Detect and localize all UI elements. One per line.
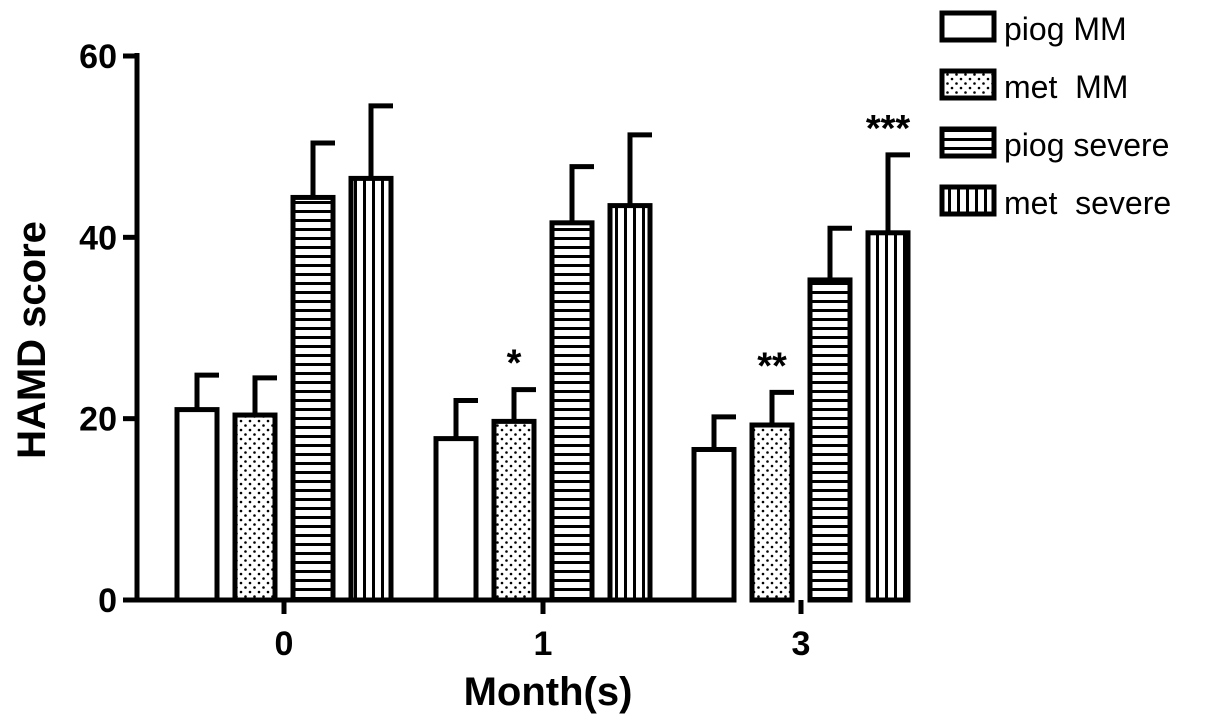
legend-swatch — [939, 68, 997, 101]
legend-label: met MM — [1004, 69, 1128, 105]
legend-label: met severe — [1004, 185, 1171, 221]
y-tick-label: 0 — [98, 582, 117, 620]
legend-swatch — [939, 184, 997, 217]
bar — [232, 412, 278, 603]
axes-layer: 0 20 40 60 0 1 3 — [79, 38, 810, 663]
bar — [607, 203, 653, 603]
bar — [174, 407, 220, 603]
legend-swatch — [939, 126, 997, 159]
bar — [348, 175, 394, 603]
bar — [491, 418, 537, 603]
bar — [290, 194, 336, 603]
bars-layer — [174, 103, 911, 603]
bar — [865, 230, 911, 603]
significance-marker: * — [507, 343, 522, 385]
y-tick-label: 40 — [79, 219, 117, 257]
x-tick-label: 0 — [275, 625, 294, 663]
legend: piog MM met MM piog severe met severe — [939, 10, 1171, 221]
x-axis-label: Month(s) — [464, 670, 633, 714]
x-tick-label: 1 — [534, 625, 553, 663]
x-tick-label: 3 — [792, 625, 811, 663]
bar — [549, 220, 595, 603]
y-axis-label: HAMD score — [10, 221, 54, 459]
significance-marker: ** — [757, 345, 787, 387]
bar — [433, 436, 479, 603]
bar — [691, 446, 737, 603]
bar — [749, 422, 795, 603]
labels-layer: Month(s)HAMD score * ***** — [10, 108, 910, 714]
y-tick-label: 60 — [79, 38, 117, 76]
legend-label: piog severe — [1004, 127, 1169, 163]
bar — [807, 277, 853, 603]
y-tick-label: 20 — [79, 401, 117, 439]
legend-label: piog MM — [1004, 11, 1127, 47]
legend-swatch — [939, 10, 997, 43]
significance-marker: *** — [866, 108, 911, 150]
